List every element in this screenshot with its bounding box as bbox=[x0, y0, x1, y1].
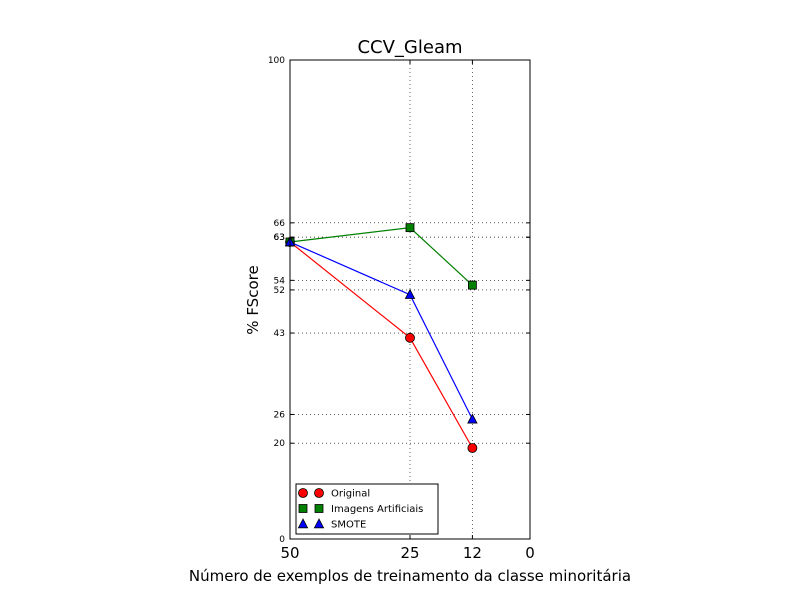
data-point bbox=[467, 280, 477, 290]
x-tick-label: 50 bbox=[280, 544, 299, 562]
x-tick-label: 12 bbox=[463, 544, 482, 562]
legend-marker bbox=[314, 488, 324, 498]
data-point bbox=[405, 332, 415, 343]
y-tick-label: 54 bbox=[274, 276, 286, 286]
legend-label: Original bbox=[331, 489, 370, 500]
y-tick-label: 26 bbox=[274, 410, 286, 420]
series-line bbox=[289, 227, 473, 286]
y-tick-label: 52 bbox=[274, 286, 285, 296]
y-axis-label: % FScore bbox=[244, 265, 262, 334]
series-line bbox=[289, 241, 473, 420]
x-tick-label: 25 bbox=[400, 544, 419, 562]
legend-label: Imagens Artificiais bbox=[331, 504, 423, 515]
chart-title: CCV_Gleam bbox=[357, 37, 462, 58]
y-tick-label: 43 bbox=[274, 329, 285, 339]
series-line bbox=[289, 241, 473, 449]
data-point bbox=[405, 223, 415, 233]
y-tick-label: 66 bbox=[274, 219, 286, 229]
series-layer bbox=[284, 223, 478, 453]
data-point bbox=[404, 288, 416, 299]
y-tick-label: 63 bbox=[274, 233, 285, 243]
legend-marker bbox=[314, 504, 324, 513]
legend-marker bbox=[298, 488, 308, 498]
legend-marker bbox=[313, 518, 325, 529]
x-tick-label: 0 bbox=[525, 544, 535, 562]
legend-label: SMOTE bbox=[331, 520, 366, 531]
data-point bbox=[467, 413, 478, 424]
legend: Original Imagens Artificiais SMOTE bbox=[295, 483, 439, 535]
y-tick-label: 63 bbox=[274, 233, 285, 243]
y-tick-label: 20 bbox=[274, 439, 286, 449]
x-axis-label: Número de exemplos de treinamento da cla… bbox=[189, 567, 631, 585]
legend-marker bbox=[298, 504, 308, 513]
y-tick-label: 100 bbox=[268, 56, 285, 66]
plot-frame bbox=[289, 59, 531, 540]
data-point bbox=[467, 443, 478, 453]
grid-lines bbox=[290, 59, 530, 540]
legend-marker bbox=[297, 518, 309, 529]
y-tick-label: 0 bbox=[279, 535, 285, 545]
